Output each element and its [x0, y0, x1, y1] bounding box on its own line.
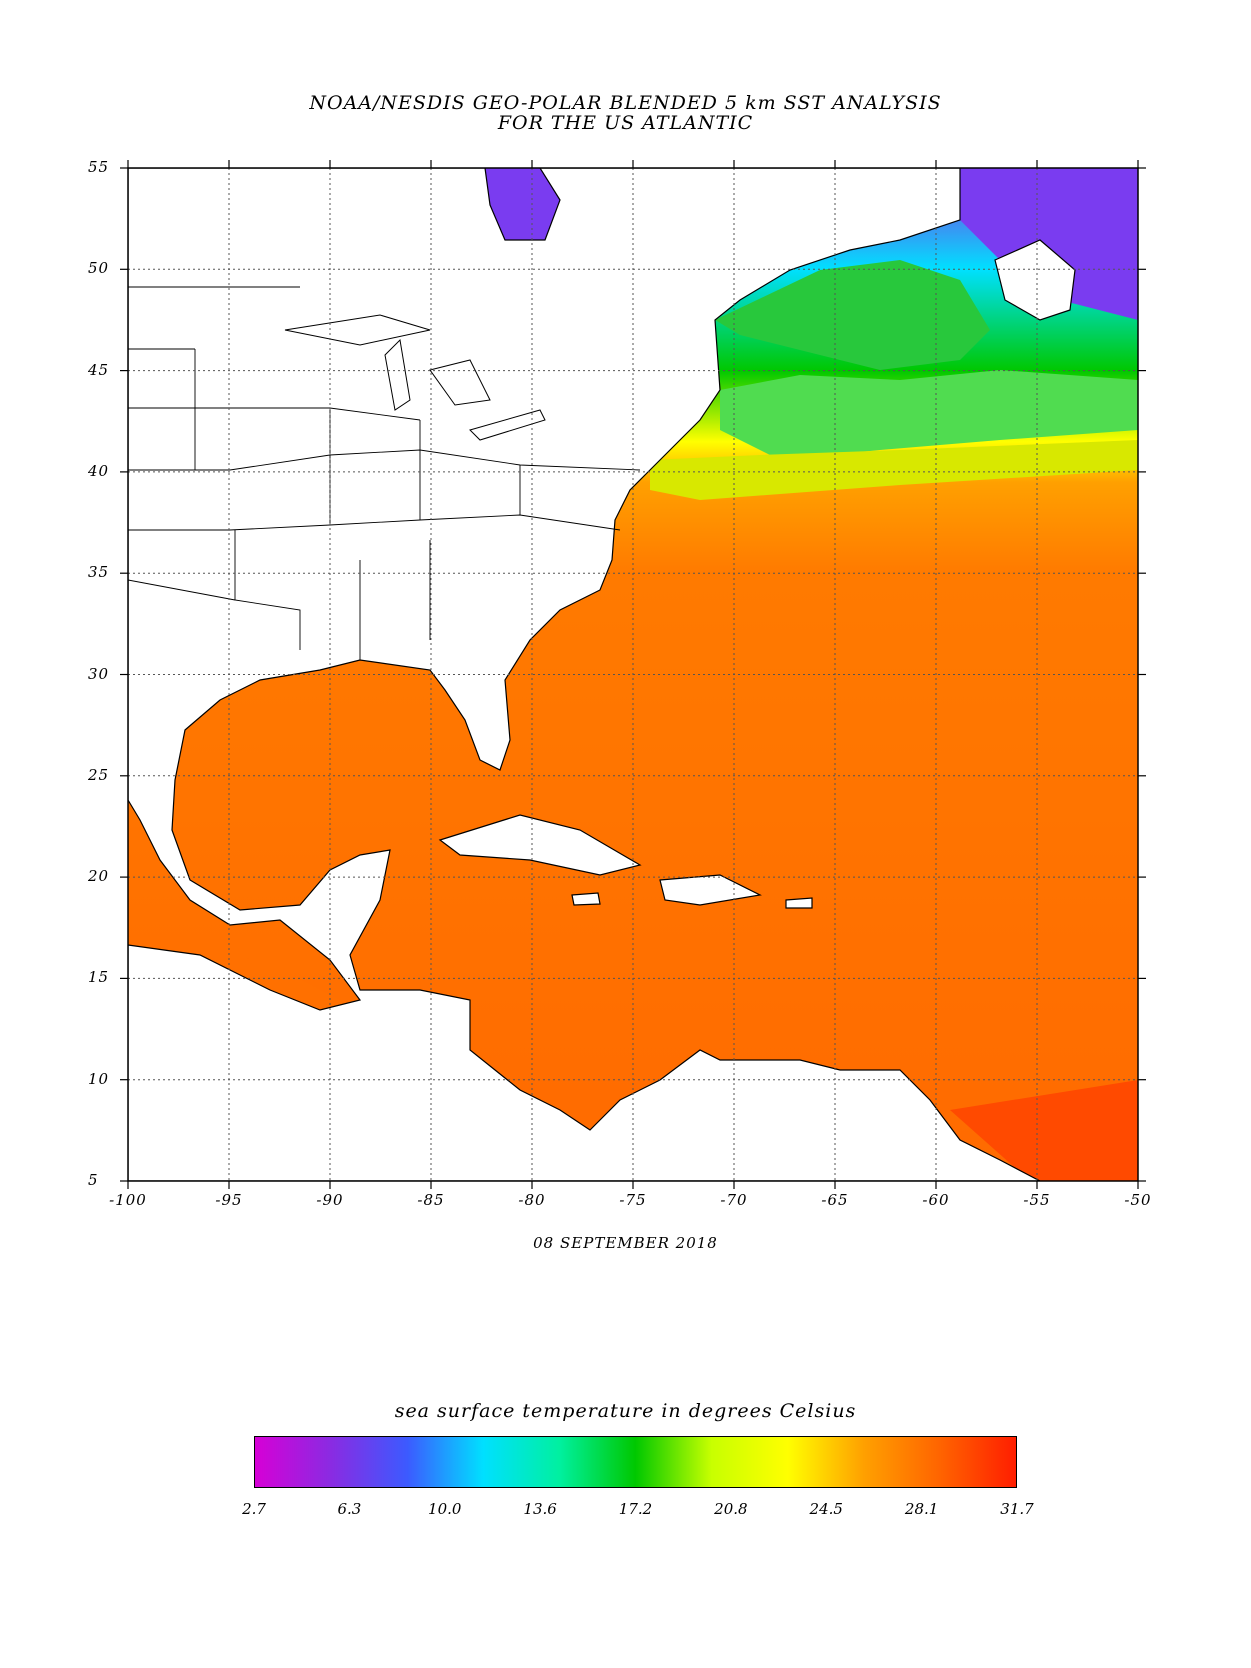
colorbar-title: sea surface temperature in degrees Celsi…	[394, 1400, 857, 1422]
lon-tick-label: -80	[518, 1191, 546, 1209]
lon-tick-label: -60	[922, 1191, 950, 1209]
lon-tick-label: -70	[720, 1191, 748, 1209]
hispaniola-land	[659, 874, 762, 906]
colorbar	[254, 1436, 1017, 1488]
gulf-st-lawrence-sst	[715, 260, 990, 370]
puerto-rico-land	[785, 897, 813, 909]
lon-tick-label: -50	[1124, 1191, 1152, 1209]
labrador-sea-sst	[960, 168, 1138, 320]
great-lakes	[284, 314, 546, 441]
analysis-date: 08 SEPTEMBER 2018	[533, 1234, 718, 1252]
colorbar-label: 17.2	[618, 1500, 653, 1518]
lat-tick-label: 35	[88, 563, 110, 582]
state-borders	[128, 286, 641, 660]
lat-tick-label: 20	[88, 867, 110, 886]
lat-tick-label: 40	[88, 461, 110, 480]
cuba-land	[438, 814, 642, 876]
colorbar-label: 13.6	[523, 1500, 557, 1518]
lon-tick-label: -65	[821, 1191, 849, 1209]
guiana-warm-sst	[950, 1080, 1138, 1181]
lon-tick-label: -95	[215, 1191, 243, 1209]
newfoundland-land	[994, 239, 1076, 321]
lon-tick-label: -100	[109, 1191, 147, 1209]
lon-tick-label: -90	[316, 1191, 344, 1209]
lat-tick-label: 10	[88, 1069, 110, 1088]
graticule	[128, 168, 1138, 1181]
lat-tick-label: 30	[88, 664, 110, 683]
lon-tick-label: -55	[1023, 1191, 1051, 1209]
tick-marks	[120, 160, 1146, 1189]
north-america-land	[128, 168, 1041, 1181]
colorbar-label: 2.7	[242, 1500, 266, 1518]
land	[128, 168, 1076, 1181]
lat-tick-label: 50	[88, 259, 110, 278]
gulf-of-maine-sst	[720, 370, 1138, 460]
jamaica-land	[571, 892, 601, 906]
hudson-bay-sst	[485, 168, 560, 240]
lon-tick-label: -85	[417, 1191, 445, 1209]
lat-tick-label: 25	[88, 765, 110, 784]
lat-tick-label: 5	[88, 1171, 99, 1189]
colorbar-label: 31.7	[1000, 1500, 1034, 1518]
colorbar-label: 6.3	[337, 1500, 362, 1518]
chart-title-line2: FOR THE US ATLANTIC	[497, 112, 754, 134]
colorbar-label: 28.1	[904, 1500, 939, 1518]
lon-tick-label: -75	[619, 1191, 647, 1209]
colorbar-label: 20.8	[714, 1500, 748, 1518]
lat-tick-label: 45	[88, 360, 110, 379]
shelf-front-sst	[650, 440, 1138, 500]
colorbar-label: 10.0	[428, 1500, 462, 1518]
colorbar-label: 24.5	[809, 1500, 843, 1518]
lat-tick-label: 55	[88, 158, 110, 176]
chart-title-line1: NOAA/NESDIS GEO-POLAR BLENDED 5 km SST A…	[309, 92, 942, 114]
lat-tick-label: 15	[88, 968, 110, 987]
